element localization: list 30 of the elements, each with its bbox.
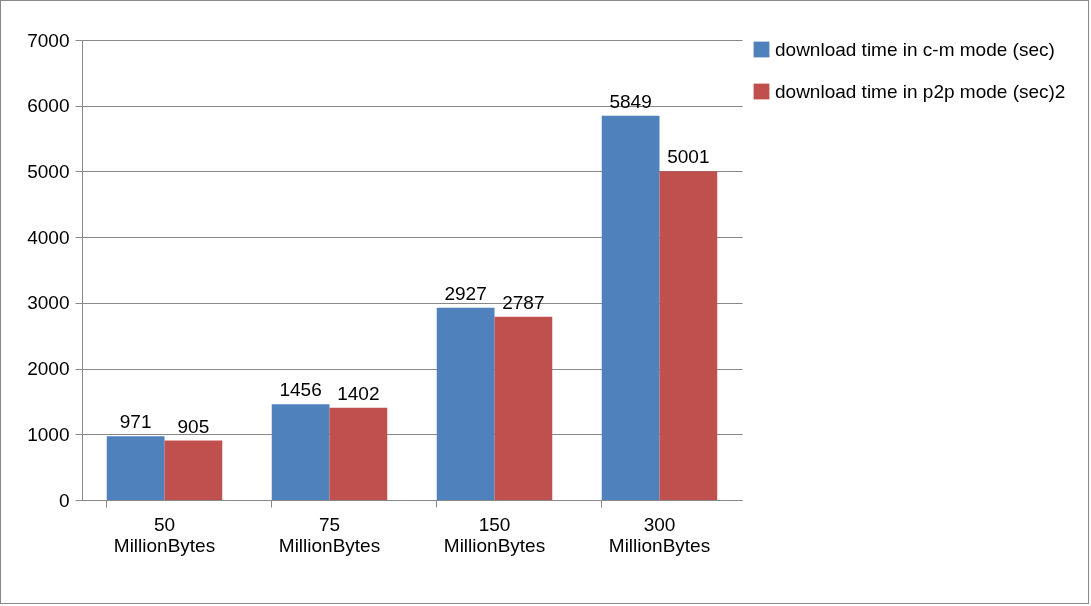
y-tick-label: 6000 xyxy=(27,95,70,117)
bar xyxy=(106,436,165,500)
y-tick-label: 5000 xyxy=(27,160,70,182)
data-label: 971 xyxy=(119,411,152,433)
legend-label: download time in c-m mode (sec) xyxy=(775,38,1055,60)
x-tick-label: 150 MillionBytes xyxy=(443,513,546,556)
bar xyxy=(494,316,553,500)
x-tick-label: 300 MillionBytes xyxy=(608,513,711,556)
bar xyxy=(271,404,330,500)
x-tick-label: 50 MillionBytes xyxy=(113,513,216,556)
bar xyxy=(436,307,495,500)
data-label: 905 xyxy=(177,415,210,437)
bar xyxy=(164,440,223,500)
bar xyxy=(329,407,388,500)
y-tick-label: 7000 xyxy=(27,29,70,51)
y-tick-label: 2000 xyxy=(27,358,70,380)
y-tick-label: 3000 xyxy=(27,292,70,314)
legend-label: download time in p2p mode (sec)2 xyxy=(775,80,1066,102)
data-label: 1402 xyxy=(337,382,380,404)
bar xyxy=(601,115,660,500)
data-label: 2927 xyxy=(444,282,487,304)
data-label: 5849 xyxy=(609,90,652,112)
bar xyxy=(659,171,718,500)
y-tick-label: 0 xyxy=(58,489,70,511)
data-label: 5001 xyxy=(667,146,710,168)
data-label: 2787 xyxy=(502,291,545,313)
y-tick-label: 1000 xyxy=(27,423,70,445)
y-tick-label: 4000 xyxy=(27,226,70,248)
data-label: 1456 xyxy=(279,379,322,401)
x-tick-label: 75 MillionBytes xyxy=(278,513,381,556)
